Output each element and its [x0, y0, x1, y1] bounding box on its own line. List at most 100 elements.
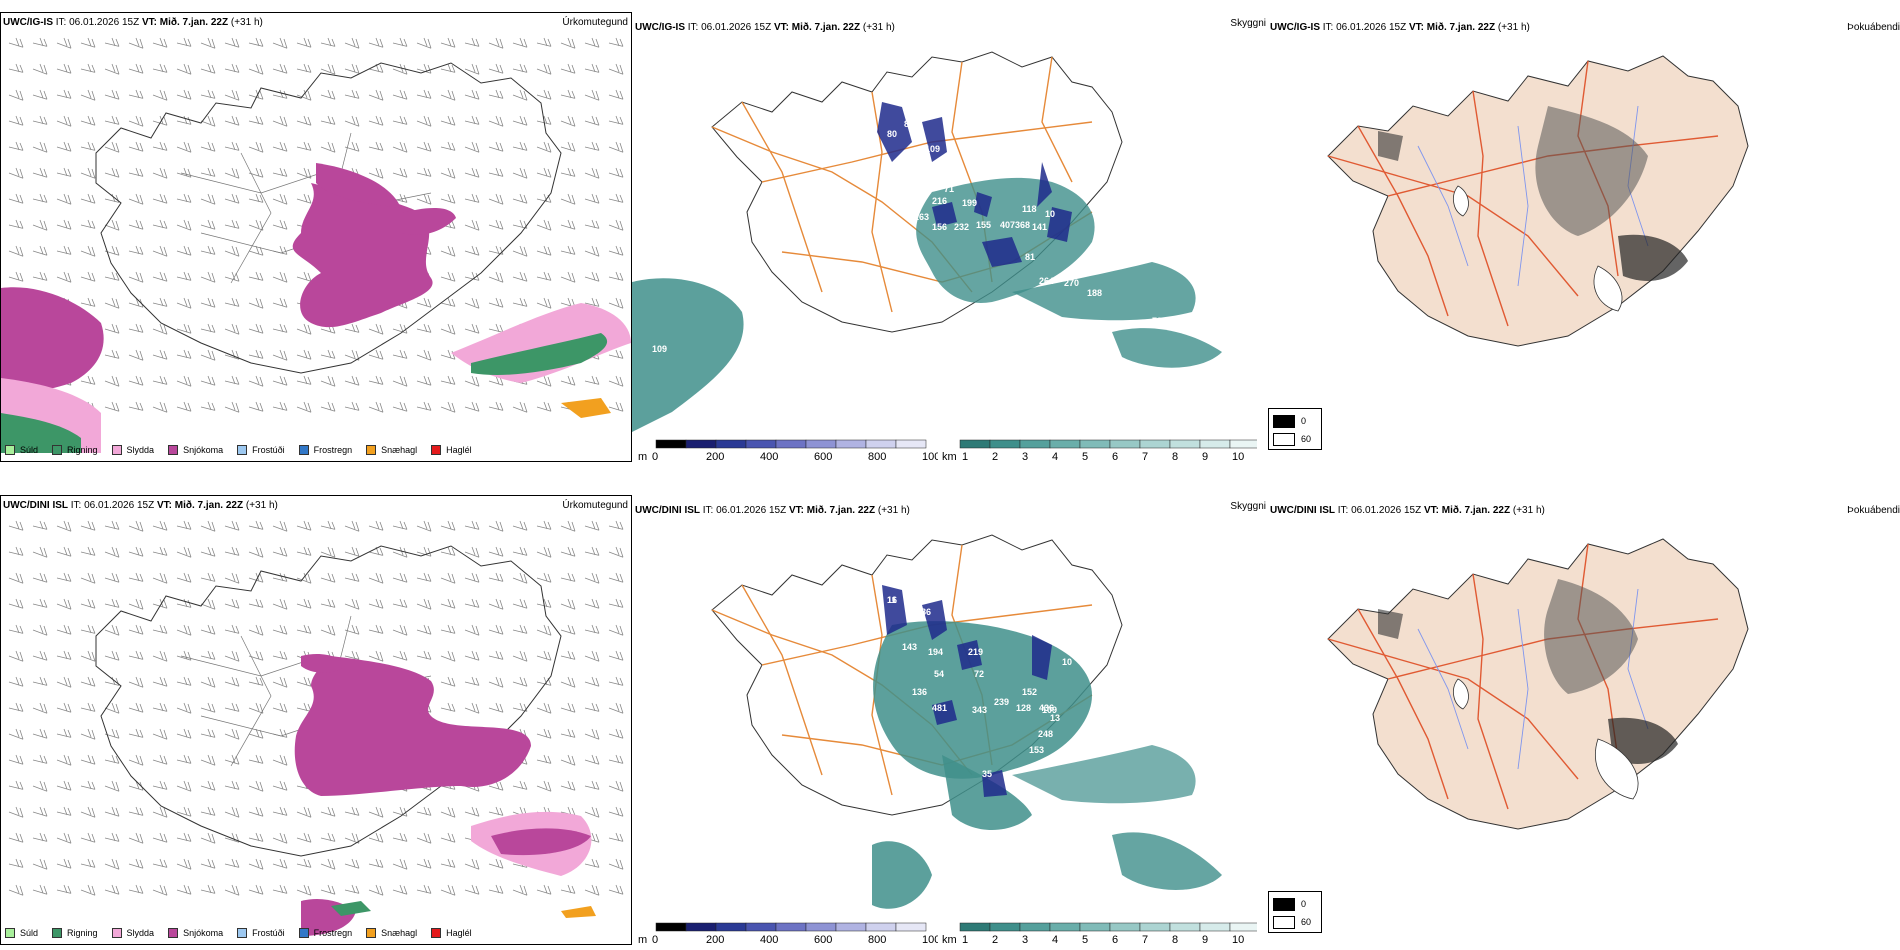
wind-barb — [152, 806, 168, 818]
m-scale-tick: 600 — [814, 934, 832, 944]
wind-barb — [56, 167, 72, 177]
wind-barb — [248, 598, 264, 608]
panel-title: Skyggni — [1230, 18, 1266, 29]
wind-barb — [176, 245, 192, 256]
m-scale-swatch — [745, 439, 777, 449]
panel-title: Þokuábendi — [1847, 505, 1900, 516]
wind-barb — [56, 193, 72, 205]
wind-barb — [8, 650, 24, 662]
wind-barb — [104, 754, 120, 764]
wind-barb — [440, 650, 456, 662]
cloud-value-label: 239 — [994, 697, 1009, 707]
wind-barb — [608, 754, 624, 764]
wind-barb — [440, 115, 456, 126]
m-scale-swatch — [835, 922, 867, 932]
legend-swatch — [298, 445, 309, 455]
wind-barb — [608, 598, 624, 608]
wind-barb — [128, 728, 144, 738]
wind-barb — [32, 598, 48, 608]
wind-barb — [416, 193, 432, 205]
wind-barb — [296, 520, 312, 531]
wind-barb — [272, 115, 288, 127]
wind-barb — [536, 780, 552, 792]
wind-barb — [392, 167, 408, 178]
legend-item: Súld — [5, 928, 38, 938]
wind-barb — [560, 884, 576, 894]
legend-swatch — [5, 928, 15, 938]
wind-barb — [80, 297, 96, 307]
wind-barb — [272, 546, 288, 557]
cloud-value-label: 86 — [882, 209, 892, 219]
wind-barb — [344, 572, 360, 582]
cloud-value-label: 11 — [887, 595, 897, 605]
km-scale-tick: 8 — [1172, 451, 1178, 461]
wind-barb — [248, 702, 264, 714]
wind-barb — [464, 624, 480, 636]
m-scale-tick: 0 — [652, 934, 658, 944]
wind-barb — [368, 89, 384, 101]
cloud-value-label: 72 — [932, 172, 942, 182]
wind-barb — [152, 572, 168, 584]
wind-barb — [152, 245, 168, 257]
wind-barb — [200, 271, 216, 283]
wind-barb — [56, 754, 72, 766]
wind-barb — [440, 323, 456, 335]
legend-item: Frostúði — [237, 928, 285, 938]
wind-barb — [296, 141, 312, 151]
legend-label: Snjókoma — [183, 445, 224, 455]
wind-barb — [8, 806, 24, 818]
wind-barb — [80, 832, 96, 843]
km-scale-swatch — [1139, 922, 1171, 932]
wind-barb — [464, 546, 480, 558]
iceland-land — [1327, 55, 1749, 347]
wind-barb — [104, 115, 120, 125]
wind-barb — [608, 219, 624, 231]
wind-barb — [200, 546, 216, 557]
wind-barb — [536, 624, 552, 636]
wind-barb — [512, 884, 528, 896]
wind-barb — [224, 401, 240, 413]
cloud-value-label: 248 — [1038, 729, 1053, 739]
wind-barb — [176, 63, 192, 75]
wind-barb — [440, 624, 456, 634]
wind-barb — [608, 780, 624, 792]
wind-barb — [488, 401, 504, 411]
wind-barb — [248, 375, 264, 387]
wind-barb — [176, 650, 192, 661]
wind-barb — [560, 375, 576, 386]
km-scale-tick: 5 — [1082, 451, 1088, 461]
wind-barb — [128, 167, 144, 177]
wind-barb — [200, 401, 216, 411]
wind-barb — [56, 115, 72, 127]
wind-barb — [560, 780, 576, 791]
wind-barb — [536, 167, 552, 178]
wind-barb — [584, 245, 600, 257]
wind-barb — [176, 572, 192, 583]
wind-barb — [128, 832, 144, 844]
wind-barb — [416, 349, 432, 361]
wind-barb — [56, 141, 72, 152]
wind-barb — [128, 323, 144, 333]
wind-barb — [128, 375, 144, 386]
wind-barb — [152, 375, 168, 385]
fog-gray — [1544, 579, 1638, 694]
wind-barb — [200, 702, 216, 713]
wind-barb — [464, 37, 480, 47]
wind-barb — [512, 167, 528, 179]
fog-map-top — [1327, 55, 1749, 347]
wind-barb — [584, 141, 600, 151]
wind-barb — [584, 520, 600, 531]
wind-barb — [272, 858, 288, 869]
cloud-value-label: 128 — [1016, 703, 1031, 713]
wind-barb — [368, 167, 384, 179]
wind-barb — [32, 271, 48, 281]
iceland-outline — [95, 545, 562, 857]
wind-barb — [296, 323, 312, 335]
legend-item: Slydda — [111, 928, 154, 938]
wind-barb — [512, 650, 528, 662]
cloud-value-label: 10 — [1062, 657, 1072, 667]
legend-swatch — [237, 445, 248, 455]
wind-barb — [512, 572, 528, 584]
wind-barb — [56, 271, 72, 283]
wind-barb — [104, 89, 120, 100]
